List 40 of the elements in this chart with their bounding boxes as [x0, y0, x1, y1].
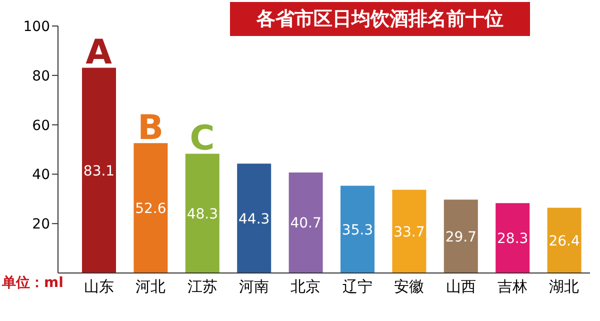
data-label: 44.3 — [238, 211, 270, 228]
bar — [288, 172, 323, 273]
x-tick-label: 江苏 — [187, 278, 218, 296]
x-tick-label: 河南 — [238, 278, 269, 296]
annotation: B — [138, 108, 164, 148]
data-label: 35.3 — [342, 222, 374, 238]
x-tick-label: 河北 — [136, 278, 166, 296]
data-label: 40.7 — [290, 216, 322, 232]
bar — [444, 200, 478, 273]
annotation: A — [86, 32, 113, 73]
x-tick-label: 北京 — [290, 278, 321, 296]
data-label: 83.1 — [83, 163, 115, 180]
bar — [82, 68, 116, 273]
bar — [340, 186, 374, 273]
data-label: 29.7 — [445, 229, 476, 246]
x-tick-label: 山西 — [446, 278, 476, 296]
bar — [237, 164, 272, 273]
x-tick-label: 安徽 — [394, 278, 424, 296]
x-tick-label: 吉林 — [497, 278, 528, 296]
y-tick-label: 80 — [32, 68, 50, 84]
data-label: 52.6 — [135, 201, 166, 218]
bar — [547, 208, 582, 273]
y-tick-label: 60 — [32, 118, 50, 134]
y-tick-label: 20 — [32, 216, 50, 233]
chart-title: 各省市区日均饮酒排名前十位 — [230, 2, 530, 36]
bar — [185, 154, 220, 273]
x-tick-label: 辽宁 — [342, 278, 372, 296]
text: 单位：ml — [2, 274, 64, 292]
y-tick-label: 100 — [23, 18, 50, 35]
y-tick-label: 40 — [32, 167, 50, 184]
bar — [496, 203, 530, 273]
bar — [392, 190, 426, 273]
data-label: 48.3 — [186, 206, 218, 222]
data-label: 28.3 — [497, 231, 528, 248]
annotation: C — [190, 118, 215, 159]
data-label: 33.7 — [394, 224, 425, 240]
x-tick-label: 山东 — [84, 278, 114, 296]
bar — [134, 143, 168, 273]
data-label: 26.4 — [548, 233, 580, 250]
x-tick-label: 湖北 — [549, 278, 580, 296]
